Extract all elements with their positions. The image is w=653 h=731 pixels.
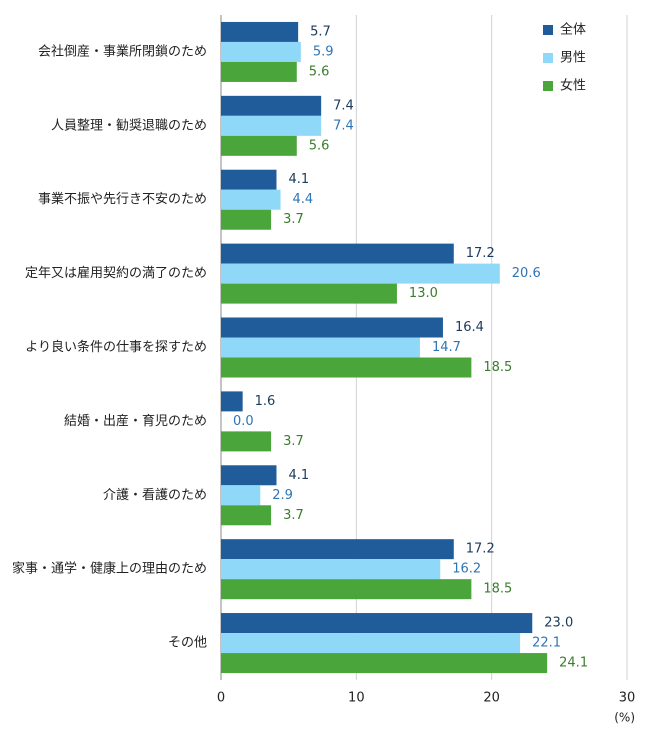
x-unit: (%): [614, 711, 635, 725]
bar: [221, 653, 548, 674]
y-tick-label: 結婚・出産・育児のため: [64, 413, 207, 429]
value-label: 16.2: [452, 562, 481, 577]
y-tick-label: 家事・通学・健康上の理由のため: [12, 561, 207, 577]
bar: [221, 485, 261, 506]
value-label: 2.9: [272, 488, 293, 503]
bar: [221, 283, 397, 304]
x-tick-label: 30: [619, 691, 636, 706]
value-label: 5.9: [313, 44, 334, 59]
bar: [221, 357, 472, 378]
bar: [221, 559, 441, 580]
bar: [221, 209, 272, 230]
bar: [221, 317, 443, 338]
bar: [221, 539, 454, 560]
bar: [221, 579, 472, 600]
value-label: 23.0: [544, 616, 573, 631]
y-tick-label: より良い条件の仕事を探すため: [25, 339, 207, 355]
legend-label: 男性: [560, 51, 586, 66]
y-tick-label: 介護・看護のため: [103, 487, 207, 503]
legend-swatch: [543, 53, 553, 63]
value-label: 13.0: [409, 286, 438, 301]
bar: [221, 337, 420, 358]
x-tick-label: 10: [348, 691, 365, 706]
bar: [221, 243, 454, 264]
value-label: 4.4: [293, 192, 314, 207]
legend-swatch: [543, 81, 553, 91]
y-tick-label: 定年又は雇用契約の満了のため: [25, 265, 207, 281]
x-tick-label: 0: [217, 691, 225, 706]
value-label: 17.2: [466, 542, 495, 557]
value-label: 4.1: [288, 468, 309, 483]
bar: [221, 21, 299, 42]
bar: [221, 169, 277, 190]
value-label: 14.7: [432, 340, 461, 355]
bar: [221, 505, 272, 526]
value-label: 3.7: [283, 434, 304, 449]
bar: [221, 61, 297, 82]
value-label: 0.0: [233, 414, 254, 429]
value-label: 16.4: [455, 320, 484, 335]
bar: [221, 613, 533, 634]
bar: [221, 263, 500, 284]
value-label: 24.1: [559, 656, 588, 671]
bar: [221, 465, 277, 486]
y-tick-label: 会社倒産・事業所閉鎖のため: [38, 43, 207, 59]
bar: [221, 431, 272, 452]
value-label: 5.7: [310, 24, 331, 39]
bar: [221, 41, 301, 62]
y-tick-label: 人員整理・勧奨退職のため: [51, 117, 207, 133]
bar: [221, 115, 322, 136]
value-label: 5.6: [309, 64, 330, 79]
bar: [221, 391, 243, 412]
value-label: 20.6: [512, 266, 541, 281]
value-label: 22.1: [532, 636, 561, 651]
value-label: 3.7: [283, 212, 304, 227]
bar: [221, 95, 322, 116]
value-label: 17.2: [466, 246, 495, 261]
value-label: 7.4: [333, 118, 354, 133]
value-label: 7.4: [333, 98, 354, 113]
legend-label: 女性: [560, 78, 586, 94]
value-label: 4.1: [288, 172, 309, 187]
legend-label: 全体: [560, 22, 586, 38]
bar: [221, 189, 281, 210]
value-label: 18.5: [483, 360, 512, 375]
value-label: 18.5: [483, 582, 512, 597]
legend-swatch: [543, 25, 553, 35]
value-label: 3.7: [283, 508, 304, 523]
value-label: 5.6: [309, 138, 330, 153]
y-tick-label: 事業不振や先行き不安のため: [38, 191, 207, 207]
x-tick-label: 20: [483, 691, 500, 706]
bar: [221, 135, 297, 156]
y-tick-label: その他: [168, 636, 207, 651]
bar: [221, 633, 521, 654]
value-label: 1.6: [255, 394, 276, 409]
